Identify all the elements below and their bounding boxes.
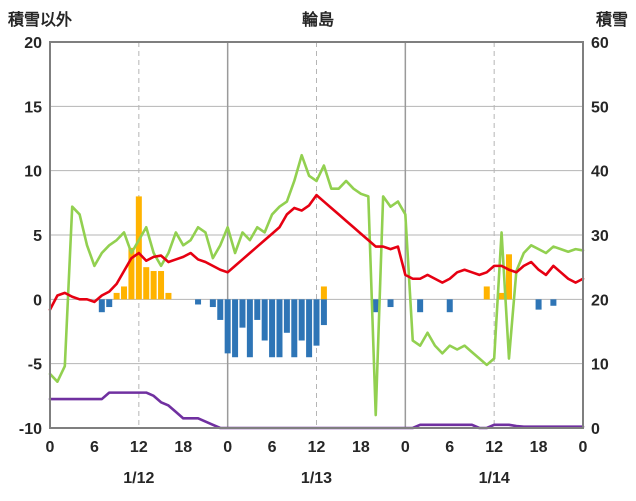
blue-negative-bars (417, 299, 424, 313)
orange-precip-bars (505, 254, 512, 300)
x-axis-hour-label: 0 (579, 439, 588, 456)
x-axis-hour-label: 18 (352, 439, 370, 456)
orange-precip-bars (113, 292, 120, 300)
orange-precip-bars (128, 247, 135, 300)
blue-negative-bars (283, 299, 290, 333)
x-axis-hour-label: 0 (223, 439, 232, 456)
blue-negative-bars (298, 299, 305, 341)
x-axis-hour-label: 0 (46, 439, 55, 456)
blue-negative-bars (372, 299, 379, 313)
orange-precip-bars (150, 271, 157, 300)
orange-precip-bars (483, 286, 490, 300)
x-axis-date-label: 1/12 (123, 470, 154, 487)
x-axis-hour-label: 18 (530, 439, 548, 456)
blue-negative-bars (195, 299, 202, 305)
blue-negative-bars (269, 299, 276, 358)
x-axis-hour-label: 12 (485, 439, 503, 456)
blue-negative-bars (239, 299, 246, 328)
blue-negative-bars (209, 299, 216, 308)
blue-negative-bars (254, 299, 261, 320)
blue-negative-bars (306, 299, 313, 358)
blue-negative-bars (291, 299, 298, 358)
red-temperature-line (48, 193, 585, 311)
chart-title: 輪島 (301, 12, 334, 29)
left-axis-tick-label: 10 (24, 164, 42, 181)
left-axis-tick-label: 20 (24, 35, 42, 52)
blue-negative-bars (106, 299, 113, 308)
blue-negative-bars (261, 299, 268, 341)
right-axis-tick-label: 50 (591, 99, 609, 116)
blue-negative-bars (217, 299, 224, 320)
right-axis-tick-label: 60 (591, 35, 609, 52)
left-axis-tick-label: 0 (33, 292, 42, 309)
left-axis-tick-label: -10 (19, 421, 42, 438)
orange-precip-bars (498, 292, 505, 300)
left-axis-tick-label: -5 (28, 357, 42, 374)
blue-negative-bars (535, 299, 542, 310)
right-axis-tick-label: 40 (591, 164, 609, 181)
right-axis-tick-label: 20 (591, 292, 609, 309)
left-axis-title: 積雪以外 (8, 12, 73, 29)
blue-negative-bars (313, 299, 320, 346)
orange-precip-bars (135, 196, 142, 300)
blue-negative-bars (276, 299, 283, 358)
orange-precip-bars (121, 286, 128, 300)
x-axis-hour-label: 6 (90, 439, 99, 456)
green-line (48, 153, 585, 417)
x-axis-hour-label: 6 (445, 439, 454, 456)
blue-negative-bars (550, 299, 557, 306)
orange-precip-bars (320, 286, 327, 300)
right-axis-title: 積雪 (595, 12, 628, 29)
plot-frame (49, 41, 584, 429)
x-axis-date-label: 1/14 (479, 470, 510, 487)
orange-precip-bars (158, 271, 165, 300)
blue-negative-bars (387, 299, 394, 308)
x-axis-date-label: 1/13 (301, 470, 332, 487)
blue-negative-bars (446, 299, 453, 313)
blue-negative-bars (224, 299, 231, 354)
right-axis-tick-label: 30 (591, 228, 609, 245)
x-axis-hour-label: 18 (174, 439, 192, 456)
blue-negative-bars (246, 299, 253, 358)
orange-precip-bars (143, 267, 150, 300)
orange-precip-bars (165, 292, 172, 300)
x-axis-hour-label: 12 (130, 439, 148, 456)
x-axis-hour-label: 12 (308, 439, 326, 456)
blue-negative-bars (232, 299, 239, 358)
x-axis-hour-label: 0 (401, 439, 410, 456)
right-axis-tick-label: 10 (591, 357, 609, 374)
blue-negative-bars (320, 299, 327, 326)
right-axis-tick-label: 0 (591, 421, 600, 438)
x-axis-hour-label: 6 (268, 439, 277, 456)
left-axis-tick-label: 15 (24, 99, 42, 116)
left-axis-tick-label: 5 (33, 228, 42, 245)
blue-negative-bars (98, 299, 105, 313)
